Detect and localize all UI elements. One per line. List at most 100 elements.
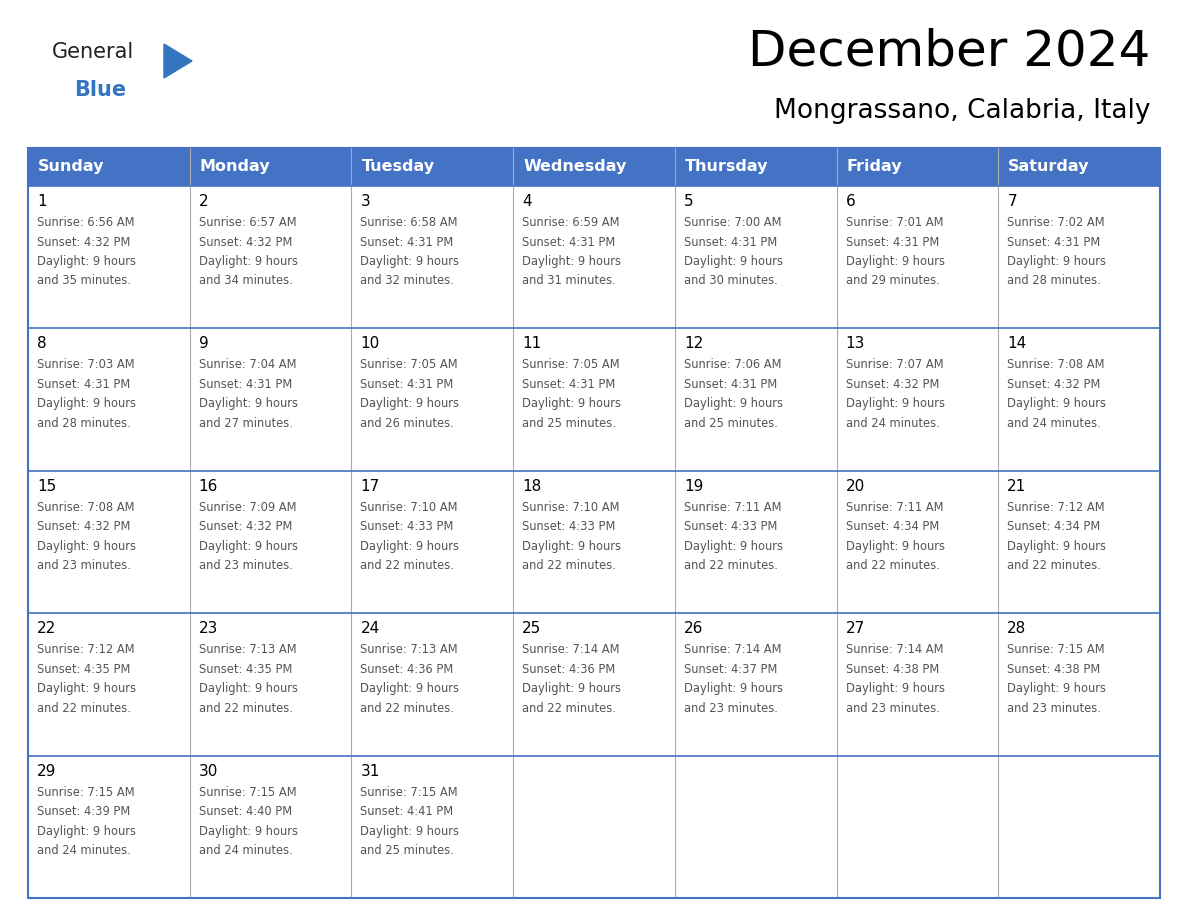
Text: Daylight: 9 hours: Daylight: 9 hours — [360, 540, 460, 553]
Text: Sunset: 4:31 PM: Sunset: 4:31 PM — [684, 378, 777, 391]
Text: and 24 minutes.: and 24 minutes. — [198, 844, 292, 857]
Text: Sunrise: 7:06 AM: Sunrise: 7:06 AM — [684, 358, 782, 372]
Text: Sunrise: 7:10 AM: Sunrise: 7:10 AM — [523, 501, 620, 514]
Text: Sunset: 4:32 PM: Sunset: 4:32 PM — [198, 521, 292, 533]
Text: and 28 minutes.: and 28 minutes. — [1007, 274, 1101, 287]
Text: Daylight: 9 hours: Daylight: 9 hours — [684, 682, 783, 695]
Text: Daylight: 9 hours: Daylight: 9 hours — [684, 397, 783, 410]
Text: 25: 25 — [523, 621, 542, 636]
Polygon shape — [164, 44, 192, 78]
Text: Daylight: 9 hours: Daylight: 9 hours — [684, 540, 783, 553]
Text: Sunset: 4:33 PM: Sunset: 4:33 PM — [523, 521, 615, 533]
Text: 6: 6 — [846, 194, 855, 209]
Text: and 25 minutes.: and 25 minutes. — [360, 844, 454, 857]
Text: Daylight: 9 hours: Daylight: 9 hours — [846, 540, 944, 553]
Text: Sunset: 4:36 PM: Sunset: 4:36 PM — [360, 663, 454, 676]
Text: 10: 10 — [360, 336, 380, 352]
Text: Sunrise: 7:09 AM: Sunrise: 7:09 AM — [198, 501, 296, 514]
Text: Daylight: 9 hours: Daylight: 9 hours — [846, 397, 944, 410]
Text: Sunrise: 7:13 AM: Sunrise: 7:13 AM — [198, 644, 296, 656]
Text: Sunrise: 7:14 AM: Sunrise: 7:14 AM — [846, 644, 943, 656]
Text: Sunrise: 7:08 AM: Sunrise: 7:08 AM — [1007, 358, 1105, 372]
Bar — [29, 148, 1159, 898]
Text: 15: 15 — [37, 479, 56, 494]
Text: 20: 20 — [846, 479, 865, 494]
Text: 11: 11 — [523, 336, 542, 352]
Text: and 26 minutes.: and 26 minutes. — [360, 417, 454, 430]
Text: and 23 minutes.: and 23 minutes. — [198, 559, 292, 572]
Text: Daylight: 9 hours: Daylight: 9 hours — [37, 682, 135, 695]
Text: 21: 21 — [1007, 479, 1026, 494]
Text: Sunrise: 6:57 AM: Sunrise: 6:57 AM — [198, 216, 296, 229]
Text: Daylight: 9 hours: Daylight: 9 hours — [1007, 540, 1106, 553]
Text: Sunrise: 7:15 AM: Sunrise: 7:15 AM — [360, 786, 459, 799]
Text: Daylight: 9 hours: Daylight: 9 hours — [1007, 397, 1106, 410]
Text: Sunset: 4:32 PM: Sunset: 4:32 PM — [37, 521, 131, 533]
Text: Sunrise: 6:56 AM: Sunrise: 6:56 AM — [37, 216, 134, 229]
Text: Sunrise: 7:15 AM: Sunrise: 7:15 AM — [1007, 644, 1105, 656]
Text: Daylight: 9 hours: Daylight: 9 hours — [37, 540, 135, 553]
Text: and 30 minutes.: and 30 minutes. — [684, 274, 778, 287]
Text: and 28 minutes.: and 28 minutes. — [37, 417, 131, 430]
Text: Daylight: 9 hours: Daylight: 9 hours — [360, 824, 460, 837]
Text: Daylight: 9 hours: Daylight: 9 hours — [198, 824, 298, 837]
Text: Sunrise: 7:03 AM: Sunrise: 7:03 AM — [37, 358, 134, 372]
Text: Daylight: 9 hours: Daylight: 9 hours — [198, 540, 298, 553]
Bar — [29, 148, 1159, 186]
Text: and 22 minutes.: and 22 minutes. — [1007, 559, 1101, 572]
Text: 17: 17 — [360, 479, 380, 494]
Text: Sunrise: 7:07 AM: Sunrise: 7:07 AM — [846, 358, 943, 372]
Text: Daylight: 9 hours: Daylight: 9 hours — [523, 540, 621, 553]
Text: Sunrise: 7:02 AM: Sunrise: 7:02 AM — [1007, 216, 1105, 229]
Text: Sunrise: 6:59 AM: Sunrise: 6:59 AM — [523, 216, 620, 229]
Text: Sunset: 4:32 PM: Sunset: 4:32 PM — [846, 378, 939, 391]
Text: 7: 7 — [1007, 194, 1017, 209]
Text: Daylight: 9 hours: Daylight: 9 hours — [198, 397, 298, 410]
Text: Sunset: 4:32 PM: Sunset: 4:32 PM — [1007, 378, 1100, 391]
Text: Blue: Blue — [74, 80, 126, 100]
Text: Sunset: 4:37 PM: Sunset: 4:37 PM — [684, 663, 777, 676]
Text: Daylight: 9 hours: Daylight: 9 hours — [1007, 682, 1106, 695]
Text: and 22 minutes.: and 22 minutes. — [523, 559, 617, 572]
Text: Sunset: 4:31 PM: Sunset: 4:31 PM — [37, 378, 131, 391]
Text: 12: 12 — [684, 336, 703, 352]
Text: Sunset: 4:39 PM: Sunset: 4:39 PM — [37, 805, 131, 818]
Text: and 32 minutes.: and 32 minutes. — [360, 274, 454, 287]
Text: 31: 31 — [360, 764, 380, 778]
Text: 22: 22 — [37, 621, 56, 636]
Text: Sunrise: 7:00 AM: Sunrise: 7:00 AM — [684, 216, 782, 229]
Text: Mongrassano, Calabria, Italy: Mongrassano, Calabria, Italy — [773, 98, 1150, 124]
Text: and 25 minutes.: and 25 minutes. — [523, 417, 617, 430]
Text: 26: 26 — [684, 621, 703, 636]
Text: Daylight: 9 hours: Daylight: 9 hours — [360, 397, 460, 410]
Text: and 22 minutes.: and 22 minutes. — [198, 701, 292, 715]
Text: Daylight: 9 hours: Daylight: 9 hours — [360, 682, 460, 695]
Text: and 23 minutes.: and 23 minutes. — [37, 559, 131, 572]
Text: Sunrise: 7:15 AM: Sunrise: 7:15 AM — [37, 786, 134, 799]
Text: 2: 2 — [198, 194, 208, 209]
Text: Sunrise: 7:11 AM: Sunrise: 7:11 AM — [684, 501, 782, 514]
Text: Daylight: 9 hours: Daylight: 9 hours — [360, 255, 460, 268]
Text: Sunset: 4:40 PM: Sunset: 4:40 PM — [198, 805, 292, 818]
Text: 9: 9 — [198, 336, 208, 352]
Text: Sunrise: 6:58 AM: Sunrise: 6:58 AM — [360, 216, 457, 229]
Text: and 24 minutes.: and 24 minutes. — [846, 417, 940, 430]
Text: 5: 5 — [684, 194, 694, 209]
Text: Daylight: 9 hours: Daylight: 9 hours — [37, 824, 135, 837]
Text: 4: 4 — [523, 194, 532, 209]
Text: Sunset: 4:31 PM: Sunset: 4:31 PM — [523, 236, 615, 249]
Text: Saturday: Saturday — [1009, 160, 1089, 174]
Text: Sunrise: 7:11 AM: Sunrise: 7:11 AM — [846, 501, 943, 514]
Text: Sunrise: 7:12 AM: Sunrise: 7:12 AM — [37, 644, 134, 656]
Text: Sunset: 4:36 PM: Sunset: 4:36 PM — [523, 663, 615, 676]
Text: and 22 minutes.: and 22 minutes. — [360, 701, 454, 715]
Text: and 31 minutes.: and 31 minutes. — [523, 274, 615, 287]
Text: Sunset: 4:31 PM: Sunset: 4:31 PM — [846, 236, 939, 249]
Text: and 25 minutes.: and 25 minutes. — [684, 417, 778, 430]
Text: and 22 minutes.: and 22 minutes. — [37, 701, 131, 715]
Text: 14: 14 — [1007, 336, 1026, 352]
Text: Sunset: 4:34 PM: Sunset: 4:34 PM — [1007, 521, 1100, 533]
Text: and 34 minutes.: and 34 minutes. — [198, 274, 292, 287]
Text: Sunset: 4:31 PM: Sunset: 4:31 PM — [523, 378, 615, 391]
Text: and 23 minutes.: and 23 minutes. — [1007, 701, 1101, 715]
